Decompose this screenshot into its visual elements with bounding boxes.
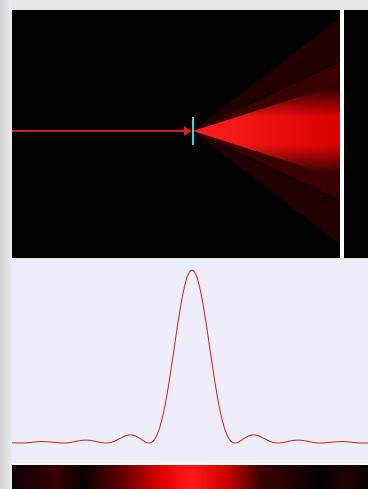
beam-arrow <box>184 126 192 136</box>
strip-divider <box>12 463 368 465</box>
diffraction-fan <box>193 18 340 244</box>
side-lobe <box>193 62 340 131</box>
intensity-curve <box>11 269 368 444</box>
side-lobe <box>193 18 340 131</box>
window-edge <box>0 0 12 489</box>
main-lobe-shade <box>193 84 340 178</box>
side-panel <box>344 10 368 258</box>
panel-divider <box>340 10 344 258</box>
intensity-strip <box>12 465 368 489</box>
side-lobe <box>193 131 340 200</box>
side-lobe <box>193 131 340 244</box>
intensity-plot <box>12 260 368 463</box>
